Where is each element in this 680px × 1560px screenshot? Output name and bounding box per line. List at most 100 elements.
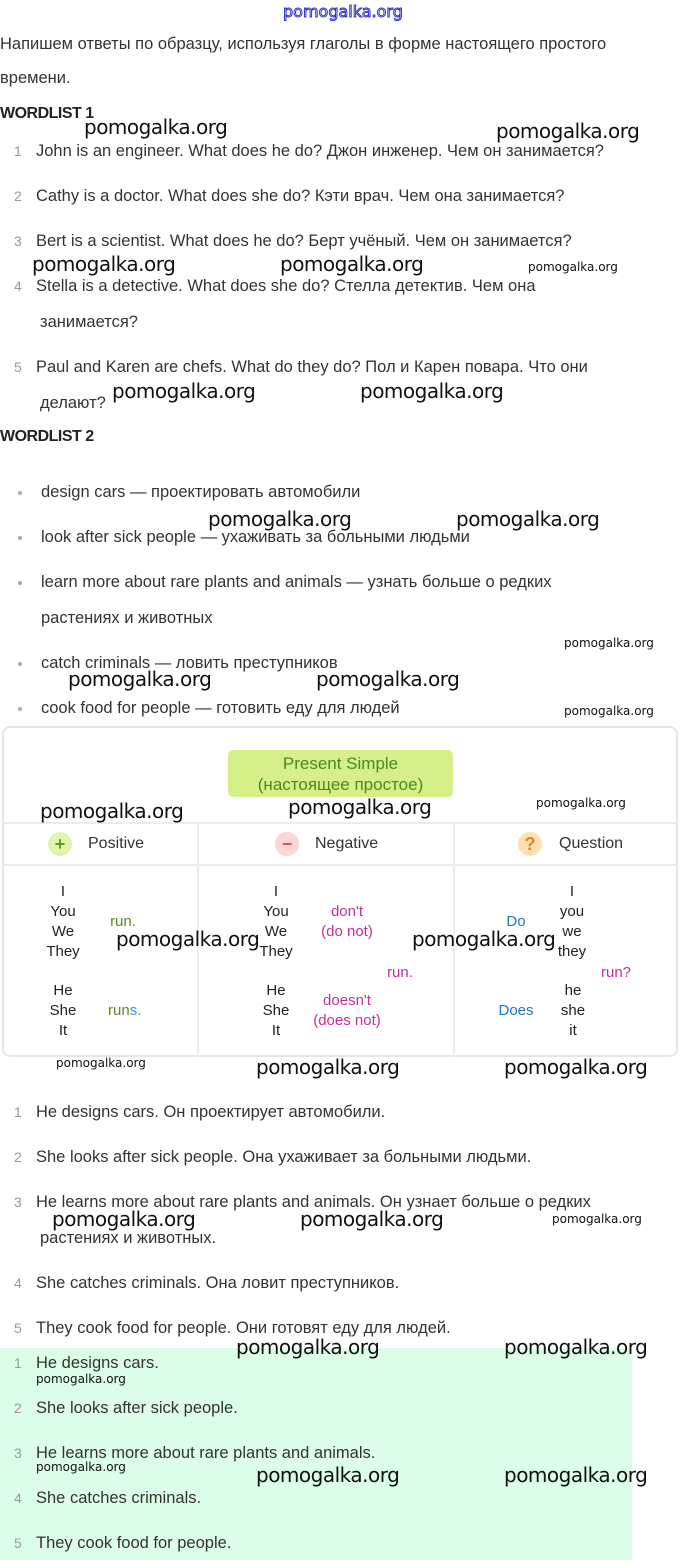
watermark: pomogalka.org: [280, 252, 424, 276]
answer-full: растениях и животных.: [40, 1229, 217, 1247]
pronoun: I: [60, 883, 66, 900]
watermark: pomogalka.org: [504, 1463, 648, 1487]
answer-short: They cook food for people.: [36, 1534, 232, 1552]
bullet-icon: [18, 581, 22, 585]
bullet-icon: [18, 491, 22, 495]
watermark: pomogalka.org: [360, 379, 504, 403]
answer-full: She looks after sick people. Она ухажива…: [36, 1148, 532, 1166]
watermark: pomogalka.org: [536, 796, 626, 810]
wordlist2-item: learn more about rare plants and animals…: [41, 573, 552, 591]
item-number: 2: [14, 1400, 22, 1416]
aux-dont: don't: [330, 903, 364, 920]
item-number: 1: [14, 1355, 22, 1371]
answer-full: She catches criminals. Она ловит преступ…: [36, 1274, 400, 1292]
pronoun: We: [264, 923, 288, 940]
bullet-icon: [18, 707, 22, 711]
pronoun: They: [259, 943, 293, 960]
watermark: pomogalka.org: [504, 1055, 648, 1079]
wordlist2-title: WORDLIST 2: [0, 428, 94, 445]
pronoun: they: [557, 943, 587, 960]
wordlist2-item: cook food for people — готовить еду для …: [41, 699, 400, 717]
watermark: pomogalka.org: [256, 1055, 400, 1079]
verb: run?: [600, 964, 632, 981]
question-icon: ?: [518, 832, 542, 856]
pronoun: I: [273, 883, 279, 900]
watermark: pomogalka.org: [52, 1207, 196, 1231]
verb-stem: run: [108, 1002, 130, 1019]
pronoun: It: [271, 1022, 281, 1039]
pronoun: You: [263, 903, 289, 920]
aux-do: Do: [506, 913, 526, 930]
aux-does: Does: [498, 1002, 534, 1019]
item-number: 1: [14, 1104, 22, 1120]
item-number: 3: [14, 233, 22, 249]
watermark: pomogalka.org: [32, 252, 176, 276]
pronoun: you: [559, 903, 585, 920]
pronoun: we: [562, 923, 582, 940]
pronoun: he: [564, 982, 582, 999]
aux-doesnt: (does not): [313, 1012, 381, 1029]
watermark: pomogalka.org: [456, 507, 600, 531]
bullet-icon: [18, 662, 22, 666]
watermark: pomogalka.org: [528, 260, 618, 274]
intro-line: Напишем ответы по образцу, используя гла…: [0, 35, 607, 53]
watermark: pomogalka.org: [56, 1056, 146, 1070]
answer-full: They cook food for people. Они готовят е…: [36, 1319, 451, 1337]
watermark: pomogalka.org: [36, 1460, 126, 1474]
item-number: 1: [14, 143, 22, 159]
column-positive: Positive: [88, 835, 145, 852]
watermark: pomogalka.org: [552, 1212, 642, 1226]
watermark: pomogalka.org: [564, 704, 654, 718]
wordlist2-item: design cars — проектировать автомобили: [41, 483, 361, 501]
intro-line: времени.: [0, 69, 71, 87]
bullet-icon: [18, 536, 22, 540]
present-simple-table: [2, 726, 678, 1057]
watermark: pomogalka.org: [316, 667, 460, 691]
pronoun: She: [49, 1002, 77, 1019]
wordlist1-item: занимается?: [40, 313, 138, 331]
wordlist1-item: Bert is a scientist. What does he do? Бе…: [36, 232, 572, 250]
item-number: 3: [14, 1445, 22, 1461]
wordlist1-item: Paul and Karen are chefs. What do they d…: [36, 358, 588, 376]
subtitle-text: (настоящее простое): [257, 775, 424, 794]
wordlist1-item: делают?: [40, 394, 106, 412]
pronoun: They: [46, 943, 80, 960]
watermark: pomogalka.org: [256, 1463, 400, 1487]
wordlist1-item: Stella is a detective. What does she do?…: [36, 277, 536, 295]
item-number: 3: [14, 1194, 22, 1210]
green-answers-box: [0, 1348, 632, 1560]
item-number: 4: [14, 1490, 22, 1506]
item-number: 4: [14, 1275, 22, 1291]
watermark: pomogalka.org: [288, 795, 432, 819]
answer-full: He designs cars. Он проектирует автомоби…: [36, 1103, 386, 1121]
verb: run.: [110, 913, 136, 930]
watermark: pomogalka.org: [68, 667, 212, 691]
answer-short: She catches criminals.: [36, 1489, 202, 1507]
item-number: 2: [14, 1149, 22, 1165]
wordlist2-item: look after sick people — ухаживать за бо…: [41, 528, 470, 546]
item-number: 2: [14, 188, 22, 204]
watermark: pomogalka.org: [116, 927, 260, 951]
pronoun: He: [53, 982, 73, 999]
column-question: Question: [559, 835, 624, 852]
verb: run.: [387, 964, 413, 981]
pronoun: she: [560, 1002, 586, 1019]
watermark: pomogalka.org: [564, 636, 654, 650]
answer-short: She looks after sick people.: [36, 1399, 238, 1417]
watermark: pomogalka.org: [40, 799, 184, 823]
watermark: pomogalka.org: [496, 119, 640, 143]
table-title: Present Simple (настоящее простое): [228, 750, 453, 797]
pronoun: I: [569, 883, 575, 900]
pronoun: You: [50, 903, 76, 920]
item-number: 5: [14, 1320, 22, 1336]
watermark: pomogalka.org: [112, 379, 256, 403]
wordlist1-title: WORDLIST 1: [0, 105, 94, 122]
pronoun: She: [262, 1002, 290, 1019]
wordlist1-item: Cathy is a doctor. What does she do? Кэт…: [36, 187, 565, 205]
pronoun: He: [266, 982, 286, 999]
plus-icon: +: [48, 832, 72, 856]
pronoun: it: [569, 1022, 577, 1039]
item-number: 4: [14, 278, 22, 294]
watermark: pomogalka.org: [36, 1372, 126, 1386]
watermark: pomogalka.org: [236, 1335, 380, 1359]
